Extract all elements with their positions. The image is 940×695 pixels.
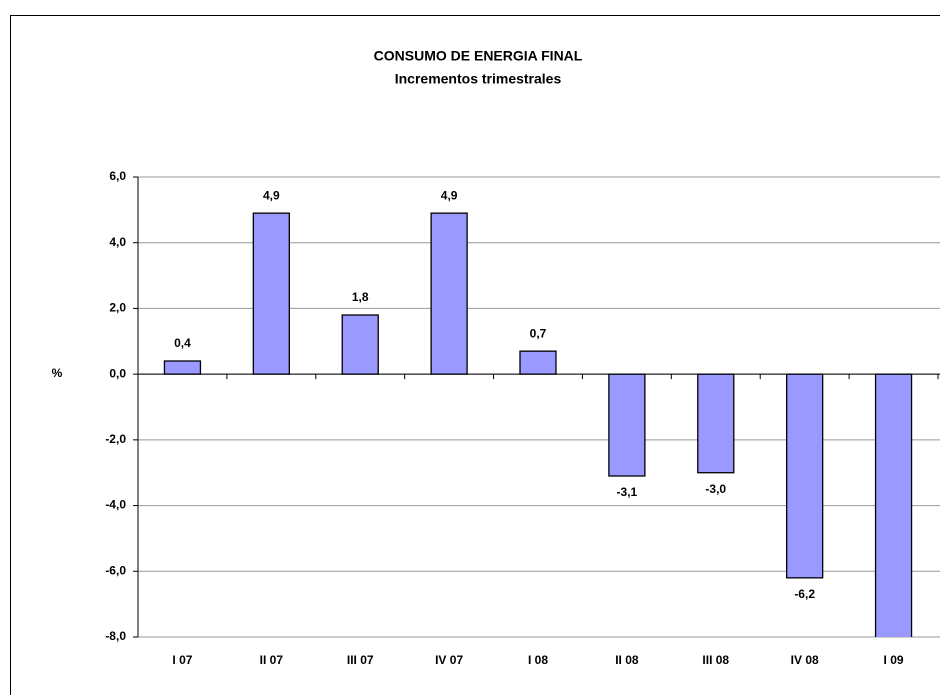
data-label: -3,1 <box>617 485 638 499</box>
bar <box>874 373 913 637</box>
data-label: 4,9 <box>263 188 280 202</box>
data-label: 0,7 <box>530 326 547 340</box>
y-tick-label: -6,0 <box>105 563 126 577</box>
bar <box>341 314 379 375</box>
y-tick-label: 2,0 <box>109 301 126 315</box>
x-tick-label: I 08 <box>528 653 548 667</box>
y-tick-label: -2,0 <box>105 432 126 446</box>
y-axis-label: % <box>52 366 63 380</box>
data-label: 0,4 <box>174 336 191 350</box>
x-tick-label: IV 08 <box>791 653 819 667</box>
chart-border <box>10 15 940 695</box>
bar <box>608 373 646 477</box>
data-label: 4,9 <box>441 188 458 202</box>
y-tick-label: 4,0 <box>109 235 126 249</box>
y-tick-label: 6,0 <box>109 169 126 183</box>
bar <box>163 360 202 375</box>
x-tick-label: II 07 <box>260 653 284 667</box>
x-tick-label: I 09 <box>884 653 904 667</box>
data-label: -6,2 <box>794 587 815 601</box>
x-tick-label: IV 07 <box>435 653 463 667</box>
chart-subtitle: Incrementos trimestrales <box>395 71 562 87</box>
x-tick-label: II 08 <box>615 653 639 667</box>
bar <box>519 350 557 375</box>
bar <box>430 212 468 375</box>
y-tick-label: -8,0 <box>105 629 126 643</box>
y-tick-label: 0,0 <box>109 366 126 380</box>
bar <box>697 373 735 474</box>
chart-title: CONSUMO DE ENERGIA FINAL <box>374 48 583 64</box>
data-label: -3,0 <box>705 482 726 496</box>
x-tick-label: III 08 <box>702 653 729 667</box>
x-tick-label: I 07 <box>172 653 192 667</box>
bar <box>786 373 824 579</box>
y-tick-label: -4,0 <box>105 498 126 512</box>
bar <box>252 212 290 375</box>
data-label: 1,8 <box>352 290 369 304</box>
x-tick-label: III 07 <box>347 653 374 667</box>
